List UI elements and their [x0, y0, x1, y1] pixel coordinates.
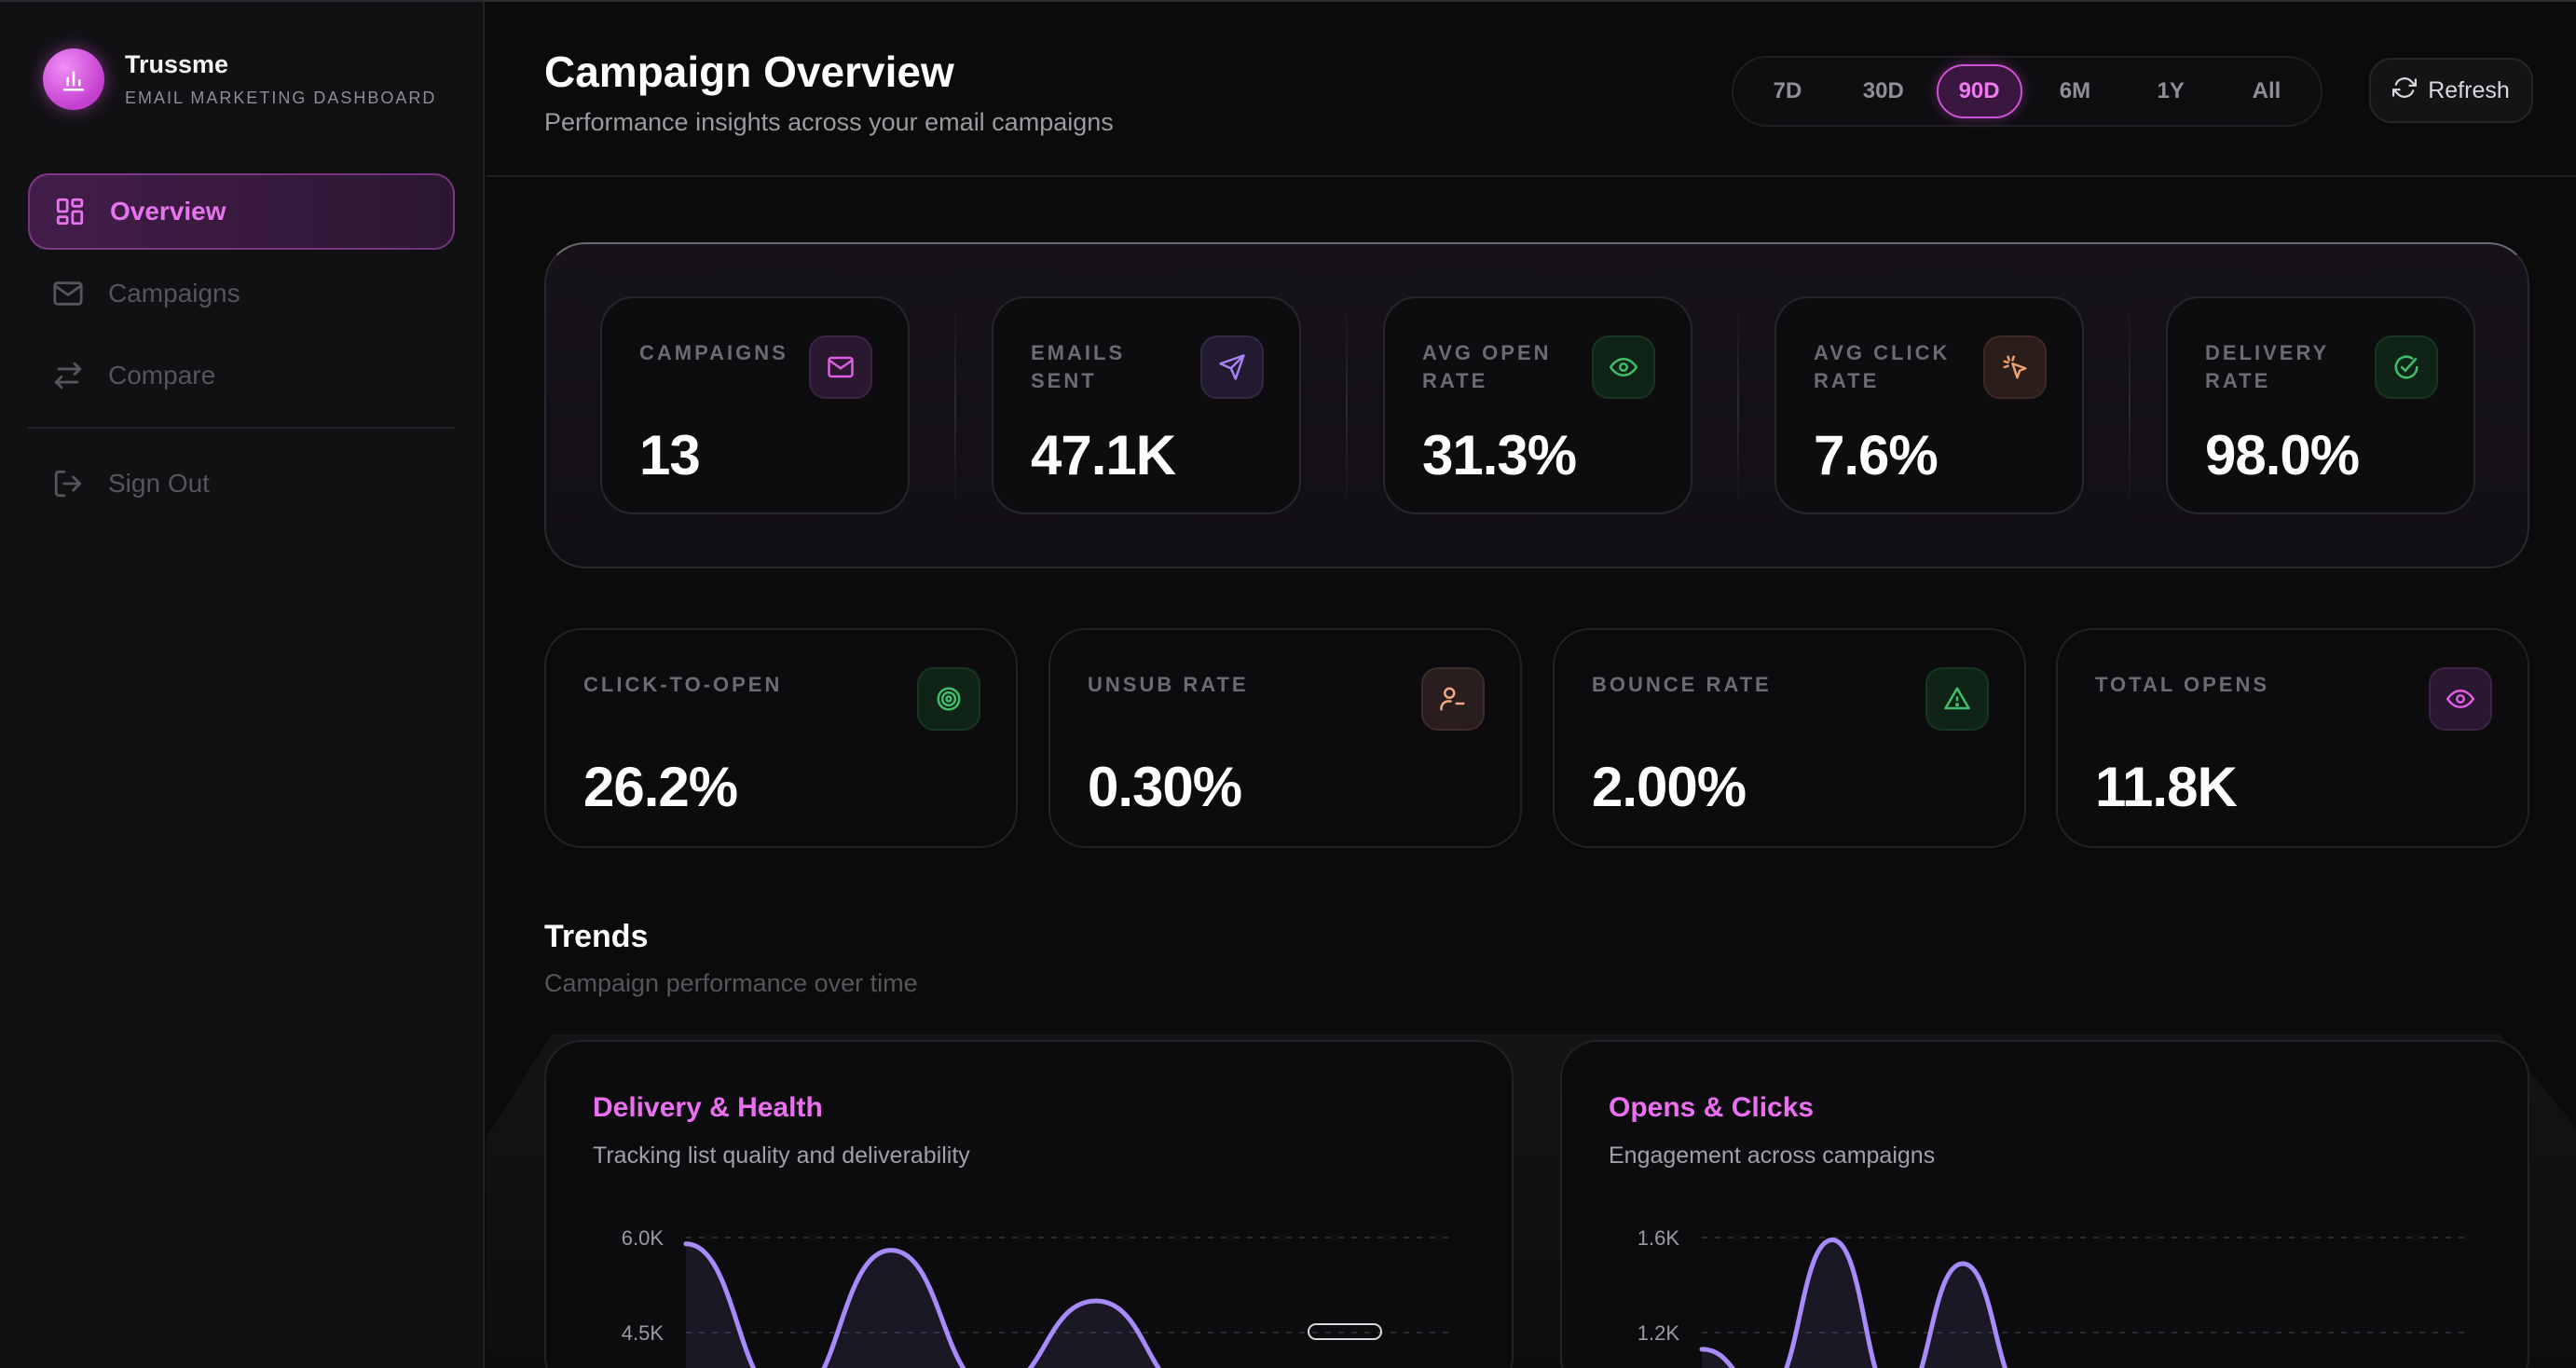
sidebar-item-label: Compare	[108, 361, 216, 390]
kpi-card-emails-sent[interactable]: EMAILS SENT 47.1K	[992, 296, 1301, 514]
kpi-card-avg-open-rate[interactable]: AVG OPEN RATE 31.3%	[1383, 296, 1692, 514]
sidebar: Trussme EMAIL MARKETING DASHBOARD Overvi…	[0, 2, 485, 1368]
stat-card-unsub-rate[interactable]: UNSUB RATE 0.30%	[1048, 628, 1522, 848]
chart-subtitle: Tracking list quality and deliverability	[593, 1142, 970, 1169]
brush-handle	[1308, 1323, 1382, 1340]
layout-grid-icon	[54, 196, 86, 227]
send-icon	[1200, 335, 1264, 399]
brand[interactable]: Trussme EMAIL MARKETING DASHBOARD	[43, 48, 436, 110]
refresh-button[interactable]: Refresh	[2369, 58, 2533, 123]
kpi-divider	[2129, 300, 2131, 511]
sidebar-item-label: Overview	[110, 197, 226, 226]
sidebar-item-overview[interactable]: Overview	[28, 173, 455, 250]
chart-subtitle: Engagement across campaigns	[1609, 1142, 1936, 1169]
range-30d-button[interactable]: 30D	[1862, 78, 1904, 103]
cursor-click-icon	[1983, 335, 2047, 399]
range-6m-button[interactable]: 6M	[2059, 78, 2091, 103]
range-90d-button[interactable]: 90D	[1936, 64, 2022, 118]
stat-label: CLICK-TO-OPEN	[583, 673, 783, 696]
kpi-divider	[954, 300, 956, 511]
y-tick-label: 6.0K	[622, 1226, 665, 1250]
stat-label: BOUNCE RATE	[1592, 673, 1772, 696]
alert-triangle-icon	[1925, 667, 1989, 731]
trends-subtitle: Campaign performance over time	[544, 969, 918, 997]
stat-card-click-to-open[interactable]: CLICK-TO-OPEN 26.2%	[544, 628, 1018, 848]
stat-label: TOTAL OPENS	[2095, 673, 2270, 696]
kpi-value: 13	[639, 424, 701, 486]
kpi-label: CAMPAIGNS	[639, 341, 788, 364]
kpi-card-avg-click-rate[interactable]: AVG CLICK RATE 7.6%	[1774, 296, 2084, 514]
kpi-label: AVG OPEN RATE	[1422, 341, 1552, 392]
log-out-icon	[52, 468, 84, 499]
kpi-label: AVG CLICK RATE	[1814, 341, 1951, 392]
time-range-selector: 7D 30D 90D 6M 1Y All	[1732, 56, 2323, 127]
chart-title: Delivery & Health	[593, 1092, 823, 1123]
opens-clicks-chart: 1.6K 1.2K	[1637, 1226, 2466, 1368]
kpi-featured-group: CAMPAIGNS 13 EMAILS SENT 47.1K AVG OPEN …	[544, 242, 2529, 568]
y-tick-label: 1.2K	[1637, 1321, 1680, 1345]
nav-divider	[28, 427, 455, 429]
eye-icon	[2429, 667, 2492, 731]
refresh-icon	[2392, 75, 2418, 106]
stat-card-bounce-rate[interactable]: BOUNCE RATE 2.00%	[1553, 628, 2026, 848]
kpi-card-delivery-rate[interactable]: DELIVERY RATE 98.0%	[2166, 296, 2475, 514]
series-line	[1699, 1238, 2008, 1368]
brand-subtitle: EMAIL MARKETING DASHBOARD	[125, 89, 437, 107]
bar-chart-icon	[43, 48, 104, 110]
stat-value: 26.2%	[583, 756, 738, 818]
trends-title: Trends	[544, 919, 649, 954]
kpi-value: 31.3%	[1422, 424, 1577, 486]
chart-card-delivery-health[interactable]: Delivery & Health Tracking list quality …	[544, 1040, 1514, 1368]
check-circle-icon	[2375, 335, 2438, 399]
kpi-card-campaigns[interactable]: CAMPAIGNS 13	[600, 296, 910, 514]
chart-title: Opens & Clicks	[1609, 1092, 1815, 1123]
page-subtitle: Performance insights across your email c…	[544, 108, 1114, 136]
mail-icon	[52, 278, 84, 309]
sidebar-nav: Overview Campaigns Compare	[28, 173, 455, 527]
range-1y-button[interactable]: 1Y	[2157, 78, 2185, 103]
sign-out-label: Sign Out	[108, 469, 210, 498]
range-all-button[interactable]: All	[2252, 78, 2281, 103]
mail-icon	[809, 335, 872, 399]
sign-out-button[interactable]: Sign Out	[28, 445, 455, 522]
eye-icon	[1592, 335, 1655, 399]
y-tick-label: 1.6K	[1637, 1226, 1680, 1250]
stat-card-total-opens[interactable]: TOTAL OPENS 11.8K	[2056, 628, 2529, 848]
stat-value: 2.00%	[1592, 756, 1747, 818]
brand-name: Trussme	[125, 50, 229, 78]
page-title: Campaign Overview	[544, 48, 954, 96]
refresh-label: Refresh	[2428, 76, 2510, 103]
series-area	[686, 1243, 1159, 1368]
arrows-swap-icon	[52, 360, 84, 391]
target-icon	[917, 667, 980, 731]
series-area	[1702, 1239, 2006, 1368]
sidebar-item-compare[interactable]: Compare	[28, 337, 455, 414]
kpi-divider	[1346, 300, 1348, 511]
user-minus-icon	[1421, 667, 1485, 731]
page-header: Campaign Overview Performance insights a…	[486, 2, 2576, 177]
kpi-value: 7.6%	[1814, 424, 1939, 486]
kpi-divider	[1737, 300, 1739, 511]
sidebar-item-campaigns[interactable]: Campaigns	[28, 255, 455, 332]
range-7d-button[interactable]: 7D	[1773, 78, 1802, 103]
kpi-label: DELIVERY RATE	[2205, 341, 2329, 392]
stat-value: 0.30%	[1088, 756, 1242, 818]
kpi-value: 47.1K	[1031, 424, 1176, 486]
stat-label: UNSUB RATE	[1088, 673, 1249, 696]
kpi-label: EMAILS SENT	[1031, 341, 1126, 392]
y-tick-label: 4.5K	[622, 1321, 665, 1345]
sidebar-item-label: Campaigns	[108, 279, 240, 308]
stat-value: 11.8K	[2095, 756, 2238, 818]
delivery-health-chart: 6.0K 4.5K	[622, 1226, 1450, 1368]
kpi-value: 98.0%	[2205, 424, 2360, 486]
series-line	[683, 1241, 1161, 1368]
chart-card-opens-clicks[interactable]: Opens & Clicks Engagement across campaig…	[1560, 1040, 2529, 1368]
